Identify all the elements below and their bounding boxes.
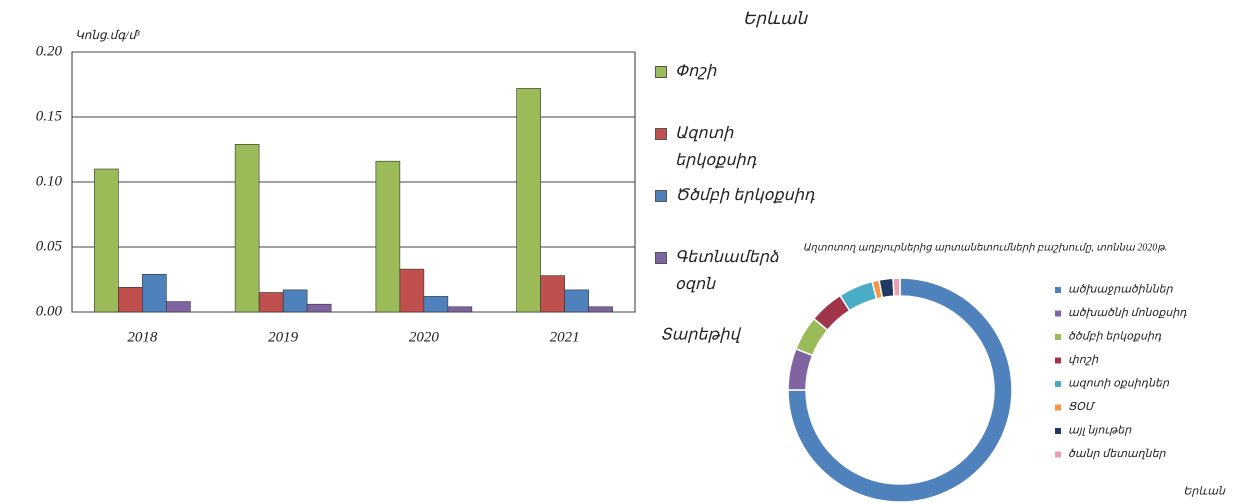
- legend-swatch: [1055, 334, 1061, 340]
- legend-label: Ծծմբի երկօքսիդ: [675, 187, 815, 204]
- legend-swatch: [655, 128, 667, 140]
- legend-label: ծծմբի երկօքսիդ: [1068, 331, 1162, 343]
- bar: [399, 268, 425, 313]
- chart-title: Երևան: [743, 9, 809, 28]
- legend-label: ծանր մետաղներ: [1068, 448, 1167, 460]
- donut-title: Աղտոտող աղբյուրներից արտանետումների բաշխ…: [803, 242, 1167, 253]
- legend-item: Փոշի: [655, 58, 815, 85]
- bar: [282, 289, 308, 313]
- legend-label: ՑՕՄ: [1068, 401, 1096, 413]
- y-tick-label: 0.00: [36, 303, 63, 319]
- legend-label: այլ նյութեր: [1068, 425, 1132, 437]
- donut-caption: Երևան: [1183, 486, 1226, 498]
- legend-label: ազոտի օքսիդներ: [1068, 378, 1170, 390]
- bar: [94, 168, 119, 313]
- bar: [564, 289, 589, 313]
- x-tick-label: 2019: [268, 329, 299, 345]
- legend-swatch: [1055, 451, 1061, 458]
- bar: [516, 88, 541, 313]
- donut-slice: [878, 277, 895, 299]
- bar: [166, 301, 191, 313]
- legend-swatch: [1055, 428, 1061, 434]
- x-tick-label: 2020: [409, 329, 440, 345]
- legend-swatch: [1055, 357, 1061, 364]
- bar: [118, 286, 143, 313]
- y-axis-label: Կոնց.մգ/մ³: [75, 28, 140, 42]
- x-tick-label: 2021: [550, 329, 580, 345]
- legend-swatch: [1055, 381, 1061, 387]
- bar: [234, 144, 260, 313]
- y-tick-label: 0.05: [36, 238, 63, 254]
- legend-swatch: [655, 190, 667, 202]
- legend-label: փոշի: [1068, 354, 1099, 366]
- legend-label: ածխաջրածիններ: [1068, 284, 1174, 296]
- y-tick-label: 0.15: [36, 108, 63, 124]
- legend-item: Ազոտի երկօքսիդ: [655, 120, 815, 174]
- legend-swatch: [655, 66, 667, 78]
- legend-label: ածխածնի մոնօքսիդ: [1068, 307, 1187, 319]
- legend-swatch: [1055, 404, 1061, 411]
- bar: [258, 292, 284, 313]
- y-tick-label: 0.10: [36, 173, 63, 189]
- bar: [306, 303, 332, 313]
- legend-label: Փոշի: [675, 63, 717, 80]
- donut-slice: [787, 277, 1013, 503]
- donut-slice: [892, 277, 901, 297]
- donut-slice: [787, 347, 814, 391]
- legend-swatch: [655, 252, 667, 264]
- y-tick-label: 0.20: [36, 43, 63, 59]
- bar: [540, 275, 565, 313]
- legend-label: Գետնամերձ օզոն: [675, 249, 779, 293]
- legend-label: Ազոտի երկօքսիդ: [675, 125, 757, 169]
- legend-swatch: [1055, 287, 1061, 293]
- bar: [423, 296, 449, 313]
- bar: [447, 306, 473, 313]
- x-axis-label: Տարեթիվ: [660, 327, 741, 344]
- bar: [375, 160, 401, 313]
- legend-swatch: [1055, 310, 1061, 317]
- x-tick-label: 2018: [127, 329, 158, 345]
- bar: [588, 306, 613, 313]
- bar: [142, 273, 167, 313]
- legend-item: Գետնամերձ օզոն: [655, 244, 815, 298]
- legend-item: Ծծմբի երկօքսիդ: [655, 182, 815, 209]
